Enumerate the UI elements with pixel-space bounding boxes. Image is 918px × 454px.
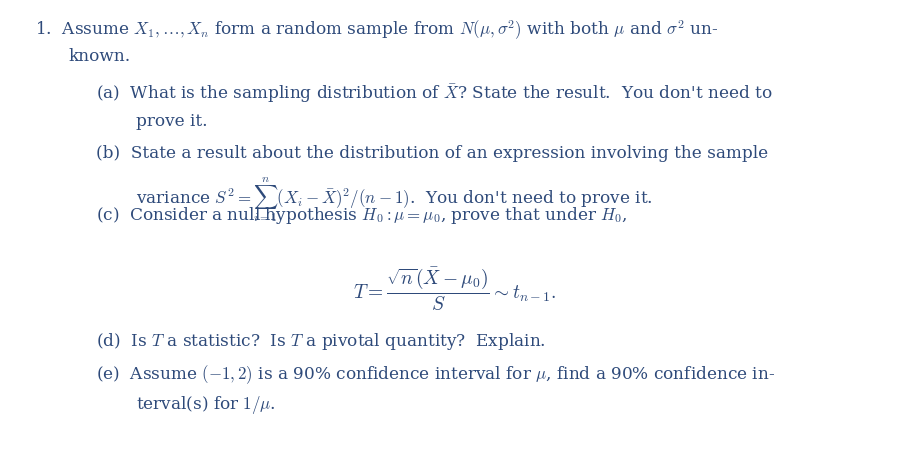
Text: terval(s) for $1/\mu$.: terval(s) for $1/\mu$.: [136, 394, 275, 416]
Text: (e)  Assume $(-1, 2)$ is a 90% confidence interval for $\mu$, find a 90% confide: (e) Assume $(-1, 2)$ is a 90% confidence…: [96, 363, 776, 386]
Text: (c)  Consider a null hypothesis $H_0 : \mu = \mu_0$, prove that under $H_0$,: (c) Consider a null hypothesis $H_0 : \m…: [96, 205, 628, 226]
Text: prove it.: prove it.: [136, 113, 207, 129]
Text: $T = \dfrac{\sqrt{n}(\bar{X} - \mu_0)}{S} \sim t_{n-1}.$: $T = \dfrac{\sqrt{n}(\bar{X} - \mu_0)}{S…: [353, 266, 557, 313]
Text: known.: known.: [69, 48, 131, 64]
Text: (b)  State a result about the distribution of an expression involving the sample: (b) State a result about the distributio…: [96, 145, 768, 162]
Text: 1.  Assume $X_1, \ldots, X_n$ form a random sample from $N(\mu, \sigma^2)$ with : 1. Assume $X_1, \ldots, X_n$ form a rand…: [35, 18, 718, 42]
Text: variance $S^2 = \sum_{i=1}^{n}(X_i - \bar{X})^2/(n-1)$.  You don't need to prove: variance $S^2 = \sum_{i=1}^{n}(X_i - \ba…: [136, 175, 653, 224]
Text: (d)  Is $T$ a statistic?  Is $T$ a pivotal quantity?  Explain.: (d) Is $T$ a statistic? Is $T$ a pivotal…: [96, 331, 546, 351]
Text: (a)  What is the sampling distribution of $\bar{X}$? State the result.  You don': (a) What is the sampling distribution of…: [96, 83, 773, 105]
